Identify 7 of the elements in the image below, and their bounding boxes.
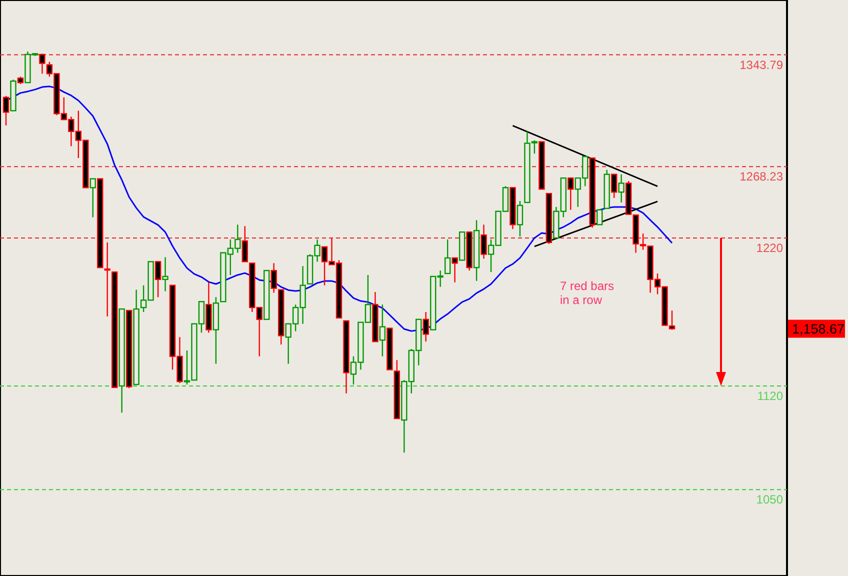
text: 1,158.67 xyxy=(792,322,845,337)
y-tick-label: 1268.23 xyxy=(740,170,784,184)
y-tick-label: 1343.79 xyxy=(740,58,784,72)
y-tick-label: 1120 xyxy=(757,388,784,403)
annotation: 7 red bars in a row xyxy=(560,279,614,307)
y-tick-label: 1220 xyxy=(756,240,784,255)
y-tick-label: 1050 xyxy=(756,492,784,507)
